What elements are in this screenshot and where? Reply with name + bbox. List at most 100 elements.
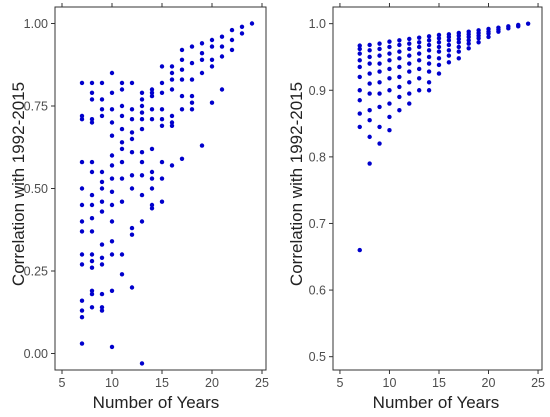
left-data-point (99, 97, 105, 102)
left-data-point (109, 163, 115, 168)
right-data-point (426, 48, 432, 53)
left-data-point (89, 265, 95, 270)
left-data-point (109, 176, 115, 181)
left-data-point (179, 93, 185, 99)
right-data-point (377, 69, 382, 74)
left-data-point (159, 117, 165, 122)
left-data-point (99, 80, 105, 86)
right-data-point (426, 34, 432, 39)
right-data-point (357, 64, 362, 70)
left-data-point (119, 80, 125, 86)
right-data-point (426, 80, 432, 85)
left-data-point (119, 103, 125, 109)
right-data-point (416, 35, 422, 40)
right-data-point (367, 54, 372, 60)
right-y-tick-label: 0.8 (309, 150, 326, 164)
left-x-tick-label: 5 (59, 376, 66, 390)
right-data-point (397, 49, 402, 54)
left-data-point (89, 252, 95, 257)
right-data-point (446, 48, 452, 53)
right-x-tick-label: 15 (432, 376, 446, 390)
left-data-point (189, 100, 195, 105)
left-data-point (159, 199, 165, 204)
left-data-point (189, 77, 195, 82)
left-data-point (109, 219, 115, 224)
left-data-point (89, 97, 95, 102)
right-data-point (446, 53, 452, 58)
left-data-point (129, 117, 135, 122)
right-data-point (387, 66, 392, 72)
right-data-point (456, 44, 461, 50)
left-data-point (139, 159, 145, 165)
right-data-point (426, 38, 432, 43)
left-data-point (119, 146, 125, 152)
right-data-point (407, 36, 412, 42)
right-data-point (426, 42, 432, 48)
left-data-point (169, 163, 175, 168)
left-data-point (99, 305, 105, 310)
right-data-point (416, 51, 422, 56)
left-data-point (129, 285, 135, 290)
left-data-point (209, 64, 215, 69)
right-data-point (387, 44, 392, 50)
right-data-point (367, 71, 372, 76)
left-data-point (109, 239, 115, 244)
right-data-point (387, 101, 392, 106)
right-data-point (436, 62, 442, 68)
left-data-point (199, 70, 205, 76)
right-data-point (357, 111, 362, 116)
left-data-point (129, 150, 135, 155)
right-data-point (357, 51, 362, 56)
right-data-point (387, 128, 392, 133)
right-data-point (397, 42, 402, 48)
left-data-point (79, 252, 85, 257)
right-data-point (397, 84, 402, 90)
left-data-point (199, 57, 205, 62)
right-data-point (377, 141, 382, 146)
left-data-point (89, 202, 95, 208)
left-data-point (159, 90, 165, 96)
right-data-point (416, 58, 422, 63)
left-data-point (89, 90, 95, 96)
left-data-point (189, 93, 195, 99)
right-y-axis-title: Correlation with 1992-2015 (287, 82, 306, 286)
left-plot-frame (54, 6, 267, 371)
right-plot-frame (332, 6, 543, 371)
right-data-point (436, 32, 442, 38)
right-data-point (466, 41, 471, 46)
right-x-tick-label: 25 (531, 376, 545, 390)
left-data-point (119, 272, 125, 277)
left-data-point (139, 150, 145, 155)
right-data-point (456, 49, 461, 54)
left-ticks: 5 10 15 20 25 0.00 0.25 0.50 0.75 1.00 (24, 3, 269, 390)
right-data-point (436, 56, 442, 61)
left-data-point (89, 258, 95, 264)
left-data-point (79, 80, 85, 86)
left-data-point (79, 308, 85, 313)
right-data-point (377, 124, 382, 130)
right-y-tick-label: 0.6 (309, 284, 326, 298)
right-data-point (407, 91, 412, 96)
left-data-point (79, 113, 85, 119)
right-data-point (486, 31, 491, 36)
left-x-tick-label: 20 (205, 376, 219, 390)
right-data-point (397, 74, 402, 80)
left-data-point (139, 192, 145, 198)
left-data-point (149, 87, 155, 92)
left-data-point (89, 216, 95, 221)
left-data-point (109, 252, 115, 257)
right-data-point (426, 69, 432, 74)
right-data-point (367, 42, 372, 48)
right-data-point (456, 40, 461, 45)
left-data-point (219, 87, 225, 92)
left-data-point (149, 176, 155, 181)
right-data-point (377, 80, 382, 85)
left-data-point (149, 117, 155, 122)
right-data-point (525, 21, 531, 26)
left-data-point (79, 186, 85, 191)
left-data-point (199, 41, 205, 46)
right-data-point (397, 56, 402, 61)
left-data-point (229, 27, 235, 33)
left-data-point (169, 120, 175, 125)
right-data-point (446, 60, 452, 65)
